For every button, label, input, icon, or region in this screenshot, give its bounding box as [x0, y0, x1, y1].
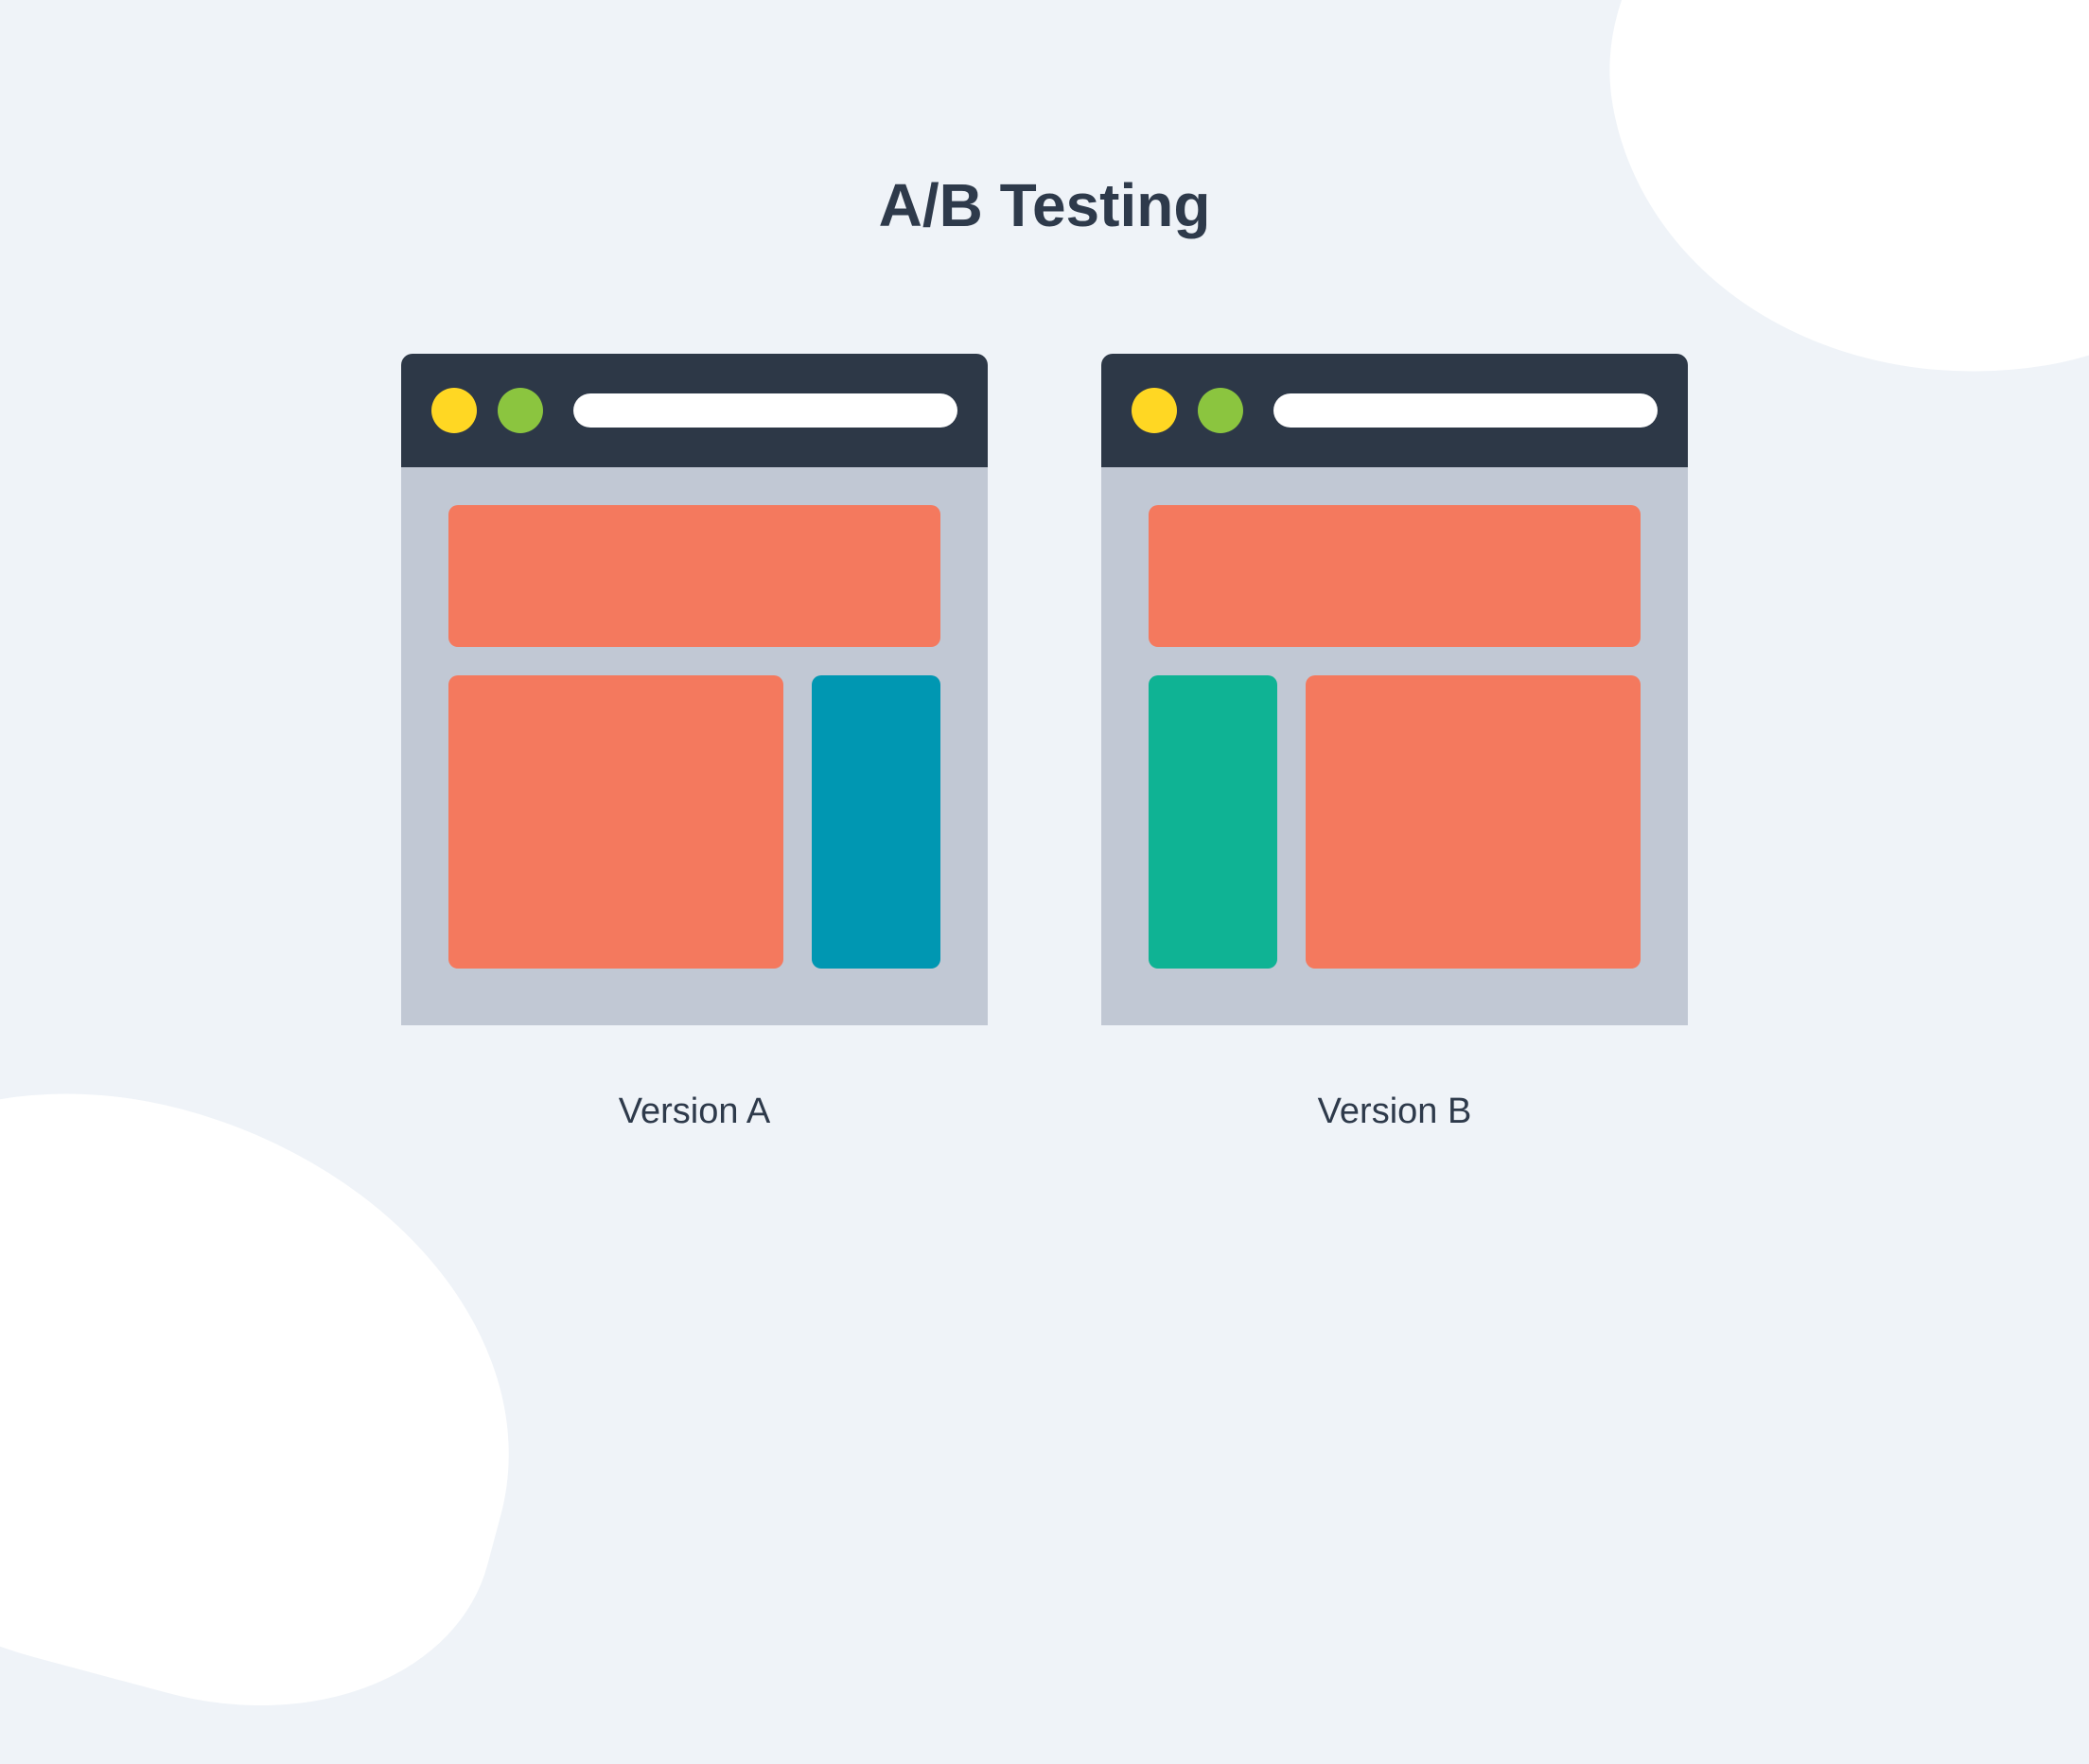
page-title: A/B Testing	[879, 170, 1211, 240]
variant-label: Version B	[1318, 1092, 1472, 1132]
browser-window	[1101, 354, 1688, 1025]
content-block-1	[812, 675, 940, 969]
variant-label: Version A	[619, 1092, 771, 1132]
traffic-light-yellow-icon	[431, 388, 477, 433]
bottom-row	[448, 675, 940, 969]
content-container: A/B Testing Version A Version B	[0, 0, 2089, 1392]
hero-block	[1149, 505, 1641, 647]
content-block-0	[1149, 675, 1277, 969]
bottom-row	[1149, 675, 1641, 969]
content-block-0	[448, 675, 783, 969]
traffic-light-yellow-icon	[1132, 388, 1177, 433]
browser-chrome-bar	[1101, 354, 1688, 467]
content-block-1	[1306, 675, 1641, 969]
hero-block	[448, 505, 940, 647]
variant-a: Version A	[401, 354, 988, 1132]
browser-page-body	[401, 467, 988, 1025]
browser-page-body	[1101, 467, 1688, 1025]
traffic-light-green-icon	[498, 388, 543, 433]
variant-b: Version B	[1101, 354, 1688, 1132]
variants-row: Version A Version B	[401, 354, 1688, 1132]
browser-window	[401, 354, 988, 1025]
url-bar	[573, 393, 957, 428]
browser-chrome-bar	[401, 354, 988, 467]
url-bar	[1273, 393, 1658, 428]
traffic-light-green-icon	[1198, 388, 1243, 433]
